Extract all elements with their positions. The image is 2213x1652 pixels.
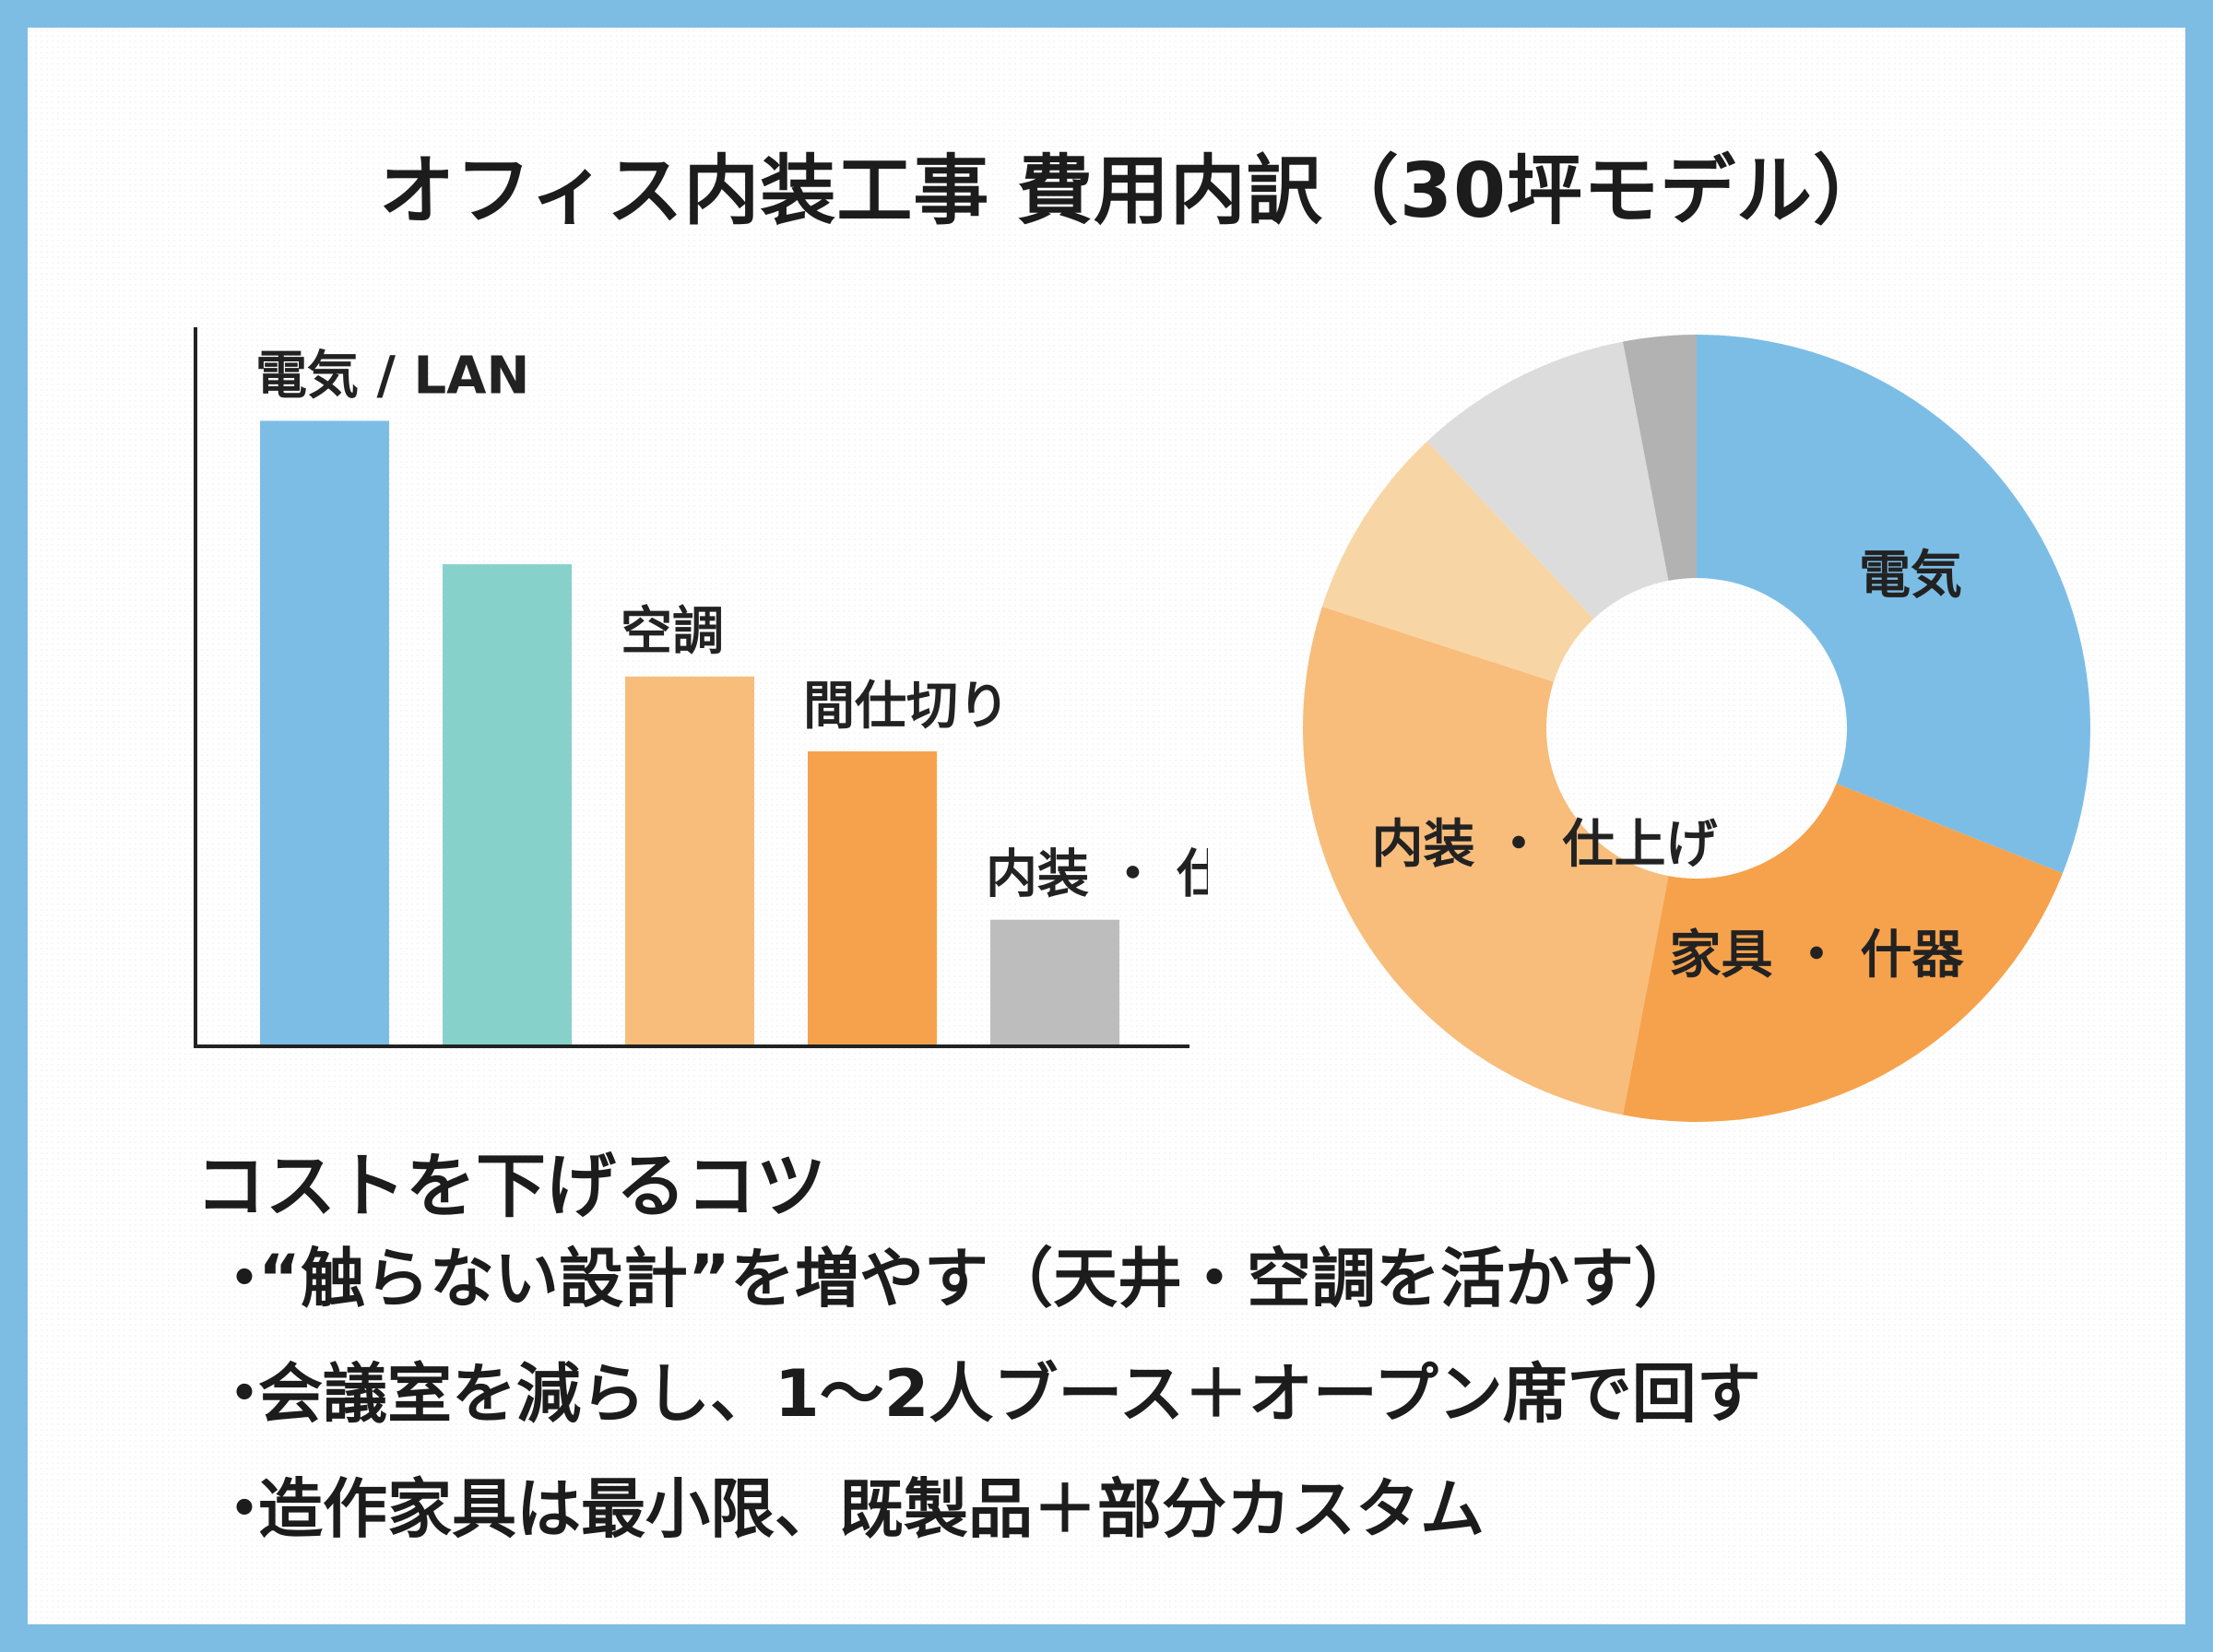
tip-item: ・“触らない設計”を増やす（天井・空調を活かす） (212, 1235, 1761, 1351)
donut-chart: 電気 家具 ・ 什器 内装 ・ 仕上げ (1303, 335, 2090, 1122)
bar-label-denki-lan: 電気 / LAN (255, 346, 529, 406)
donut-slice-denki (1697, 335, 2090, 874)
donut-slice-naiso-shiage (1303, 607, 1669, 1115)
tip-item: ・造作家具は最小限、既製品＋部分カスタム (212, 1466, 1761, 1581)
bar-label-majikiri: 間仕切り (803, 677, 1010, 737)
bar-kucho (625, 676, 754, 1044)
bullet-dot: ・ (212, 1471, 277, 1547)
tips-list: ・“触らない設計”を増やす（天井・空調を活かす） ・会議室を減らし、1〜2人ブー… (212, 1235, 1761, 1581)
bullet-dot: ・ (212, 1356, 277, 1432)
bar-unlabeled (443, 564, 572, 1044)
donut-slice-other-light-gray (1426, 341, 1669, 620)
donut-label-kagu-juki: 家具 ・ 什器 (1670, 926, 1965, 985)
donut-label-naiso-shiage: 内装 ・ 仕上げ (1372, 815, 1718, 875)
tip-text: “触らない設計”を増やす（天井・空調を活かす） (258, 1241, 1699, 1316)
tip-item: ・会議室を減らし、1〜2人ブース＋オープン席で回す (212, 1351, 1761, 1466)
page-title: オフィス内装工事 費用内訳（30坪モデル） (378, 148, 1890, 235)
bullet-dot: ・ (212, 1241, 277, 1316)
tip-text: 会議室を減らし、1〜2人ブース＋オープン席で回す (258, 1356, 1761, 1432)
tips-heading: コストを下げるコツ (195, 1145, 826, 1227)
bar-majikiri (808, 751, 937, 1044)
slide-canvas: オフィス内装工事 費用内訳（30坪モデル） 電気 / LAN 空調 間仕切り 内… (28, 28, 2185, 1624)
donut-slice-other-pale-orange (1321, 441, 1594, 682)
bar-label-naiso-shiage: 内装 ・ 仕上げ (986, 845, 1208, 905)
donut-label-denki: 電気 (1859, 546, 1962, 606)
tip-text: 造作家具は最小限、既製品＋部分カスタム (258, 1471, 1485, 1547)
donut-slice-kagu-juki (1622, 784, 2064, 1122)
bar-denki-lan (260, 420, 389, 1044)
bar-naiso-shiage (990, 919, 1119, 1044)
bar-label-kucho: 空調 (621, 602, 724, 662)
bar-chart: 電気 / LAN 空調 間仕切り 内装 ・ 仕上げ (194, 327, 1208, 1048)
donut-slice-other-dark-gray (1622, 335, 1697, 581)
